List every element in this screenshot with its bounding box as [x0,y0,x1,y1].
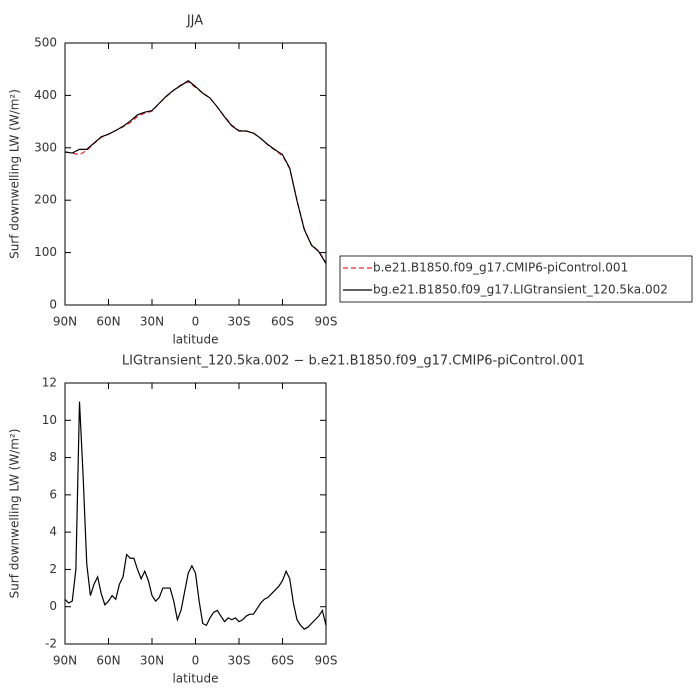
legend-label: bg.e21.B1850.f09_g17.LIGtransient_120.5k… [373,283,668,297]
plot-frame [64,382,327,645]
x-tick-label: 90S [315,654,338,668]
data-line [64,81,327,264]
x-tick-label: 0 [192,315,200,329]
y-tick-label: 0 [49,298,57,312]
legend-label: b.e21.B1850.f09_g17.CMIP6-piControl.001 [373,261,628,275]
y-tick-label: 400 [34,88,57,102]
x-tick-label: 30N [140,315,164,329]
y-tick-label: -2 [45,637,57,651]
y-tick-label: 2 [49,562,57,576]
x-tick-label: 0 [192,654,200,668]
legend-box [339,255,693,303]
y-tick-label: 6 [49,487,57,501]
y-tick-label: 8 [49,450,57,464]
x-axis-label: latitude [172,333,218,347]
x-tick-label: 60S [271,315,294,329]
x-tick-label: 60N [96,654,120,668]
y-axis-label: Surf downwelling LW (W/m²) [8,429,22,599]
x-tick-label: 60S [271,654,294,668]
x-tick-label: 30S [228,315,251,329]
y-tick-label: 100 [34,245,57,259]
y-axis-label: Surf downwelling LW (W/m²) [8,89,22,259]
x-tick-label: 90S [315,315,338,329]
y-tick-label: 4 [49,525,57,539]
x-tick-label: 60N [96,315,120,329]
y-tick-label: 500 [34,36,57,50]
x-tick-label: 30S [228,654,251,668]
y-tick-label: 12 [42,376,57,390]
plot-frame [64,42,327,306]
x-axis-label: latitude [172,672,218,686]
chart-title: LIGtransient_120.5ka.002 − b.e21.B1850.f… [122,354,585,369]
y-tick-label: 10 [42,413,57,427]
x-tick-label: 30N [140,654,164,668]
x-tick-label: 90N [53,315,77,329]
data-line [64,401,327,630]
y-tick-label: 200 [34,193,57,207]
y-tick-label: 300 [34,140,57,154]
y-tick-label: 0 [49,599,57,613]
chart-title: JJA [186,14,203,29]
data-line [64,79,327,264]
x-tick-label: 90N [53,654,77,668]
